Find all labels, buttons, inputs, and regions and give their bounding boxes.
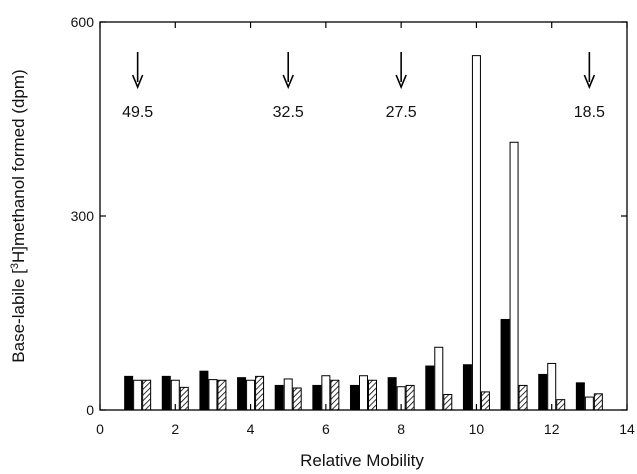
x-tick-label: 4 (247, 421, 255, 437)
bar-open (471, 55, 481, 411)
tick-labels: 0 2 4 6 8 10 12 14 0 300 600 (71, 14, 635, 437)
x-tick-label: 10 (469, 421, 485, 437)
bar-hatched (179, 386, 189, 411)
bar-open (509, 141, 519, 411)
bar-hatched (556, 399, 566, 411)
y-tick-label: 0 (86, 402, 94, 418)
x-axis-title: Relative Mobility (300, 451, 424, 470)
bar-hatched (443, 393, 453, 411)
marker-label: 18.5 (574, 104, 605, 121)
bars-layer (124, 55, 603, 411)
x-tick-label: 0 (96, 421, 104, 437)
plot-frame (99, 21, 628, 411)
marker-arrow-head (395, 74, 407, 90)
bar-solid (462, 364, 472, 411)
bar-open (584, 396, 594, 411)
marker-arrow-head (131, 74, 144, 90)
marker-label: 49.5 (122, 104, 153, 121)
bar-hatched (368, 379, 377, 411)
bar-hatched (255, 375, 265, 411)
bar-solid (538, 373, 548, 411)
x-tick-label: 8 (397, 421, 405, 437)
y-tick-label: 600 (71, 14, 95, 30)
x-tick-label: 14 (619, 421, 635, 437)
bar-solid (161, 375, 171, 411)
bar-solid (312, 384, 322, 411)
bar-solid (425, 365, 435, 411)
annotations: 49.5 32.5 27.5 18.5 (122, 52, 605, 121)
bar-hatched (480, 391, 490, 411)
x-tick-label: 6 (322, 421, 330, 437)
bar-hatched (292, 387, 302, 411)
bar-solid (274, 384, 284, 411)
y-axis-title-part1: Base-labile [ (9, 269, 28, 363)
bar-open (208, 379, 218, 411)
marker-label: 27.5 (386, 104, 417, 121)
bar-hatched (330, 379, 340, 411)
bar-hatched (593, 393, 603, 411)
x-tick-label: 12 (544, 421, 560, 437)
y-axis-title-superscript: 3 (9, 263, 21, 269)
marker-arrow-head (282, 74, 294, 90)
bar-solid (199, 370, 209, 411)
y-axis-title: Base-labile [3H]methanol formed (dpm) (9, 69, 28, 362)
marker-label: 32.5 (273, 104, 304, 121)
bar-open (547, 362, 557, 411)
bar-open (133, 379, 143, 411)
bar-solid (124, 375, 134, 411)
bar-open (359, 375, 368, 411)
y-tick-label: 300 (71, 208, 95, 224)
bar-hatched (142, 379, 152, 411)
marker-arrow-head (583, 74, 596, 90)
bar-solid (387, 377, 397, 411)
bar-open (283, 378, 293, 411)
bar-solid (500, 318, 510, 411)
bar-solid (575, 382, 585, 411)
bar-open (434, 346, 444, 411)
bar-solid (237, 377, 247, 411)
bar-hatched (217, 379, 227, 411)
y-axis-title-part2: H]methanol formed (dpm) (9, 69, 28, 263)
bar-hatched (405, 384, 415, 411)
axes (99, 21, 628, 411)
x-tick-label: 2 (171, 421, 179, 437)
bar-solid (350, 384, 359, 411)
bar-hatched (518, 384, 528, 411)
